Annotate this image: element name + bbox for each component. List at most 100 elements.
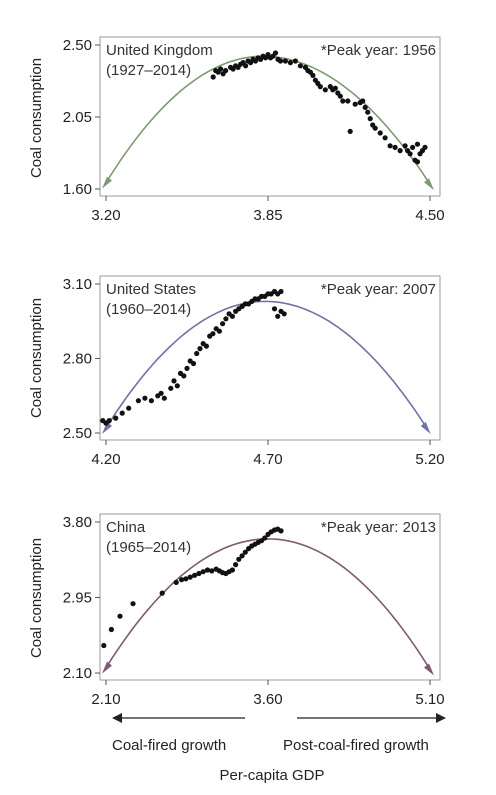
- data-point: [297, 63, 303, 69]
- y-tick-label: 3.10: [63, 276, 92, 293]
- chart-panel-1: 3.10 2.80 2.50 4.20 4.70 5.20 United States (19…: [28, 275, 445, 468]
- y-tick-label: 1.60: [63, 181, 92, 198]
- data-point: [119, 410, 125, 416]
- data-point: [106, 418, 112, 424]
- y-tick-label: 2.05: [63, 109, 92, 126]
- data-point: [345, 98, 351, 104]
- data-point: [229, 313, 235, 319]
- data-point: [372, 125, 378, 131]
- plot-frame: [99, 36, 441, 197]
- data-point: [367, 116, 373, 122]
- data-point: [135, 398, 141, 404]
- data-point: [173, 579, 179, 586]
- data-point: [210, 74, 216, 80]
- data-point: [204, 567, 211, 573]
- data-point: [410, 144, 416, 150]
- data-point: [387, 143, 393, 149]
- data-point: [171, 378, 177, 384]
- panel-subtitle: (1965–2014): [106, 539, 191, 556]
- data-point: [159, 590, 165, 596]
- data-point: [203, 343, 209, 349]
- x-tick-label: 4.70: [253, 451, 282, 468]
- data-point: [181, 373, 187, 379]
- y-tick-label: 2.10: [63, 665, 92, 682]
- fit-curve: [105, 538, 431, 670]
- panel-title: United Kingdom: [106, 42, 213, 59]
- data-point: [210, 331, 216, 337]
- data-point: [187, 574, 193, 580]
- right-arrow-head: [436, 713, 446, 723]
- data-point: [223, 316, 229, 322]
- data-point: [310, 72, 316, 78]
- data-point: [236, 556, 242, 562]
- left-arrow-head: [112, 713, 122, 723]
- data-point: [392, 144, 398, 150]
- data-point: [184, 365, 190, 371]
- x-axis-label: Per-capita GDP: [219, 767, 324, 784]
- data-point: [243, 63, 249, 69]
- right-arrow-label: Post-coal-fired growth: [283, 737, 429, 754]
- data-point: [108, 626, 114, 633]
- data-point: [278, 288, 284, 295]
- data-point: [360, 98, 366, 104]
- peak-note: *Peak year: 2013: [321, 519, 436, 536]
- fit-arrow-right: [420, 422, 431, 435]
- data-point: [209, 568, 215, 574]
- data-point: [223, 68, 229, 74]
- x-tick-label: 5.10: [415, 691, 444, 708]
- y-tick-label: 2.50: [63, 425, 92, 442]
- data-point: [130, 601, 136, 607]
- data-point: [278, 528, 284, 534]
- data-point: [242, 549, 248, 555]
- x-tick-label: 2.10: [91, 691, 120, 708]
- data-point: [233, 562, 239, 568]
- data-point: [194, 350, 200, 357]
- data-point: [101, 642, 107, 649]
- data-point: [347, 128, 353, 134]
- data-point: [397, 148, 403, 154]
- x-tick-label: 4.50: [415, 207, 444, 224]
- data-point: [275, 313, 281, 319]
- fit-curve: [105, 300, 428, 429]
- x-tick-label: 3.20: [91, 207, 120, 224]
- data-point: [402, 143, 408, 149]
- data-point: [142, 395, 148, 401]
- data-point: [179, 577, 185, 583]
- data-point: [216, 328, 222, 334]
- data-point: [192, 572, 198, 578]
- data-point: [117, 613, 123, 619]
- panel-subtitle: (1960–2014): [106, 301, 191, 318]
- chart-panel-2: 3.80 2.95 2.10 2.10 3.60 5.10 China (1965–2014)…: [28, 513, 445, 708]
- data-point: [287, 60, 293, 66]
- data-point: [292, 58, 298, 64]
- data-point: [407, 151, 413, 157]
- data-point: [362, 104, 368, 110]
- data-point: [332, 85, 338, 91]
- data-point: [196, 570, 202, 577]
- data-point: [277, 58, 284, 64]
- data-point: [337, 93, 343, 99]
- y-axis-label: Coal consumption: [28, 538, 45, 658]
- y-axis-label: Coal consumption: [28, 298, 45, 418]
- data-point: [414, 159, 421, 165]
- y-tick-label: 2.80: [63, 351, 92, 368]
- data-point: [239, 553, 245, 559]
- data-point: [158, 390, 164, 396]
- data-point: [126, 405, 132, 411]
- data-point: [168, 385, 174, 391]
- left-arrow-label: Coal-fired growth: [112, 737, 226, 754]
- data-point: [377, 130, 383, 136]
- y-tick-label: 2.50: [63, 37, 92, 54]
- y-tick-label: 2.95: [63, 590, 92, 607]
- data-point: [229, 567, 235, 573]
- x-tick-label: 5.20: [415, 451, 444, 468]
- chart-panel-0: 2.50 2.05 1.60 3.20 3.85 4.50 United Kingdom (1…: [28, 36, 445, 224]
- data-point: [148, 398, 154, 404]
- panel-title: China: [106, 519, 146, 536]
- panel-title: United States: [106, 281, 196, 298]
- data-point: [200, 569, 206, 575]
- data-point: [352, 101, 358, 107]
- x-tick-label: 3.60: [253, 691, 282, 708]
- data-point: [113, 415, 119, 421]
